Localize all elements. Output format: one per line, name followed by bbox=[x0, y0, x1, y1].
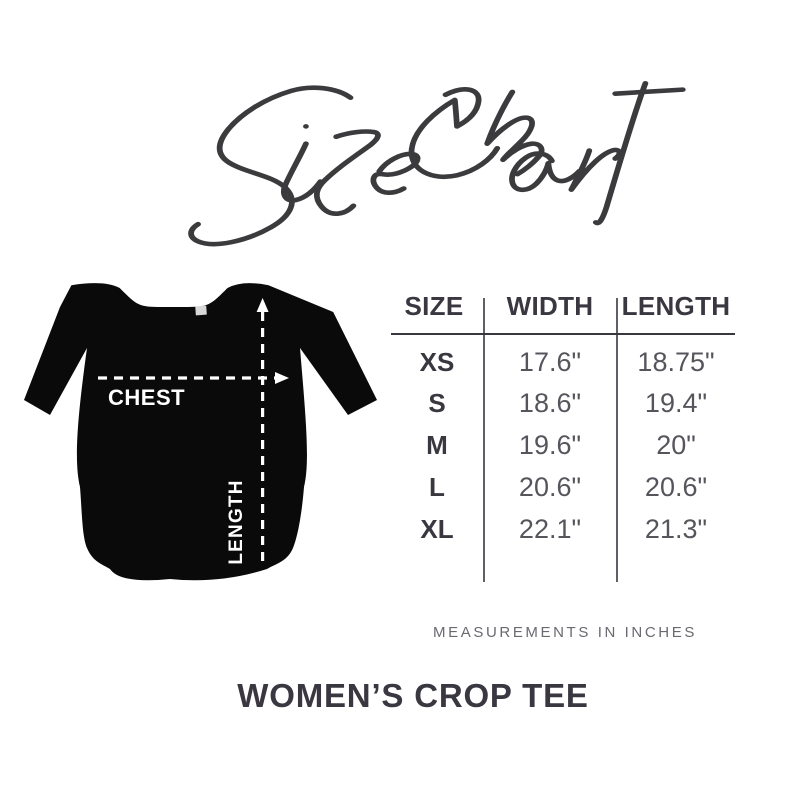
svg-text:MEASUREMENTS IN INCHES: MEASUREMENTS IN INCHES bbox=[433, 624, 697, 641]
svg-text:WOMEN’S CROP TEE: WOMEN’S CROP TEE bbox=[237, 677, 588, 714]
